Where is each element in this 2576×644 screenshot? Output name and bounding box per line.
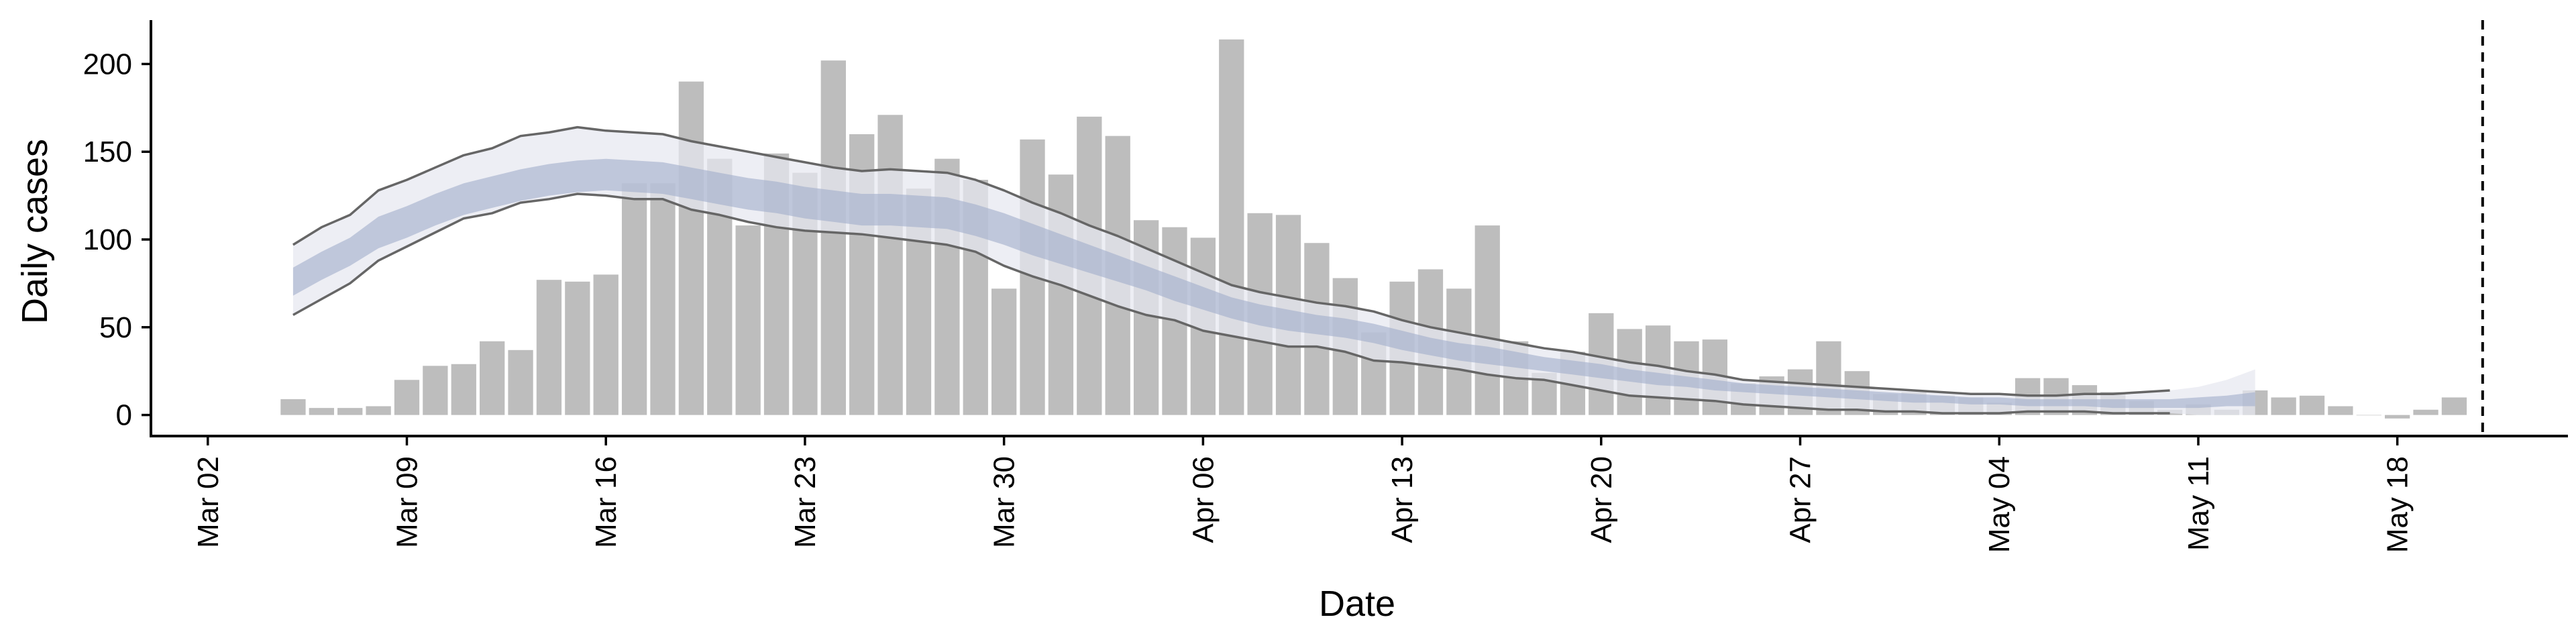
bar: [451, 364, 476, 415]
y-tick-label: 50: [99, 311, 132, 344]
x-tick-label: Mar 02: [192, 456, 225, 548]
bar: [1219, 39, 1244, 415]
bar: [877, 115, 903, 415]
projection-lines: [292, 125, 2170, 415]
y-tick-label: 150: [83, 136, 132, 168]
bar: [2299, 395, 2325, 415]
bar: [2413, 409, 2438, 415]
y-axis-title: Daily cases: [15, 139, 55, 324]
bar: [366, 406, 391, 415]
bar: [337, 408, 363, 415]
upper-bound-line: [292, 125, 2170, 397]
bar: [536, 280, 562, 415]
bar: [565, 281, 590, 415]
bar: [650, 183, 676, 415]
bar: [2385, 415, 2410, 419]
bar: [2441, 397, 2467, 415]
x-tick-label: Apr 27: [1784, 456, 1817, 543]
y-tick-label: 0: [116, 399, 132, 432]
x-tick-label: Apr 13: [1386, 456, 1419, 543]
inner-interval-band: [292, 158, 2255, 409]
bar: [280, 399, 306, 415]
bar: [2271, 397, 2296, 415]
bar: [678, 81, 704, 415]
bar: [394, 380, 420, 415]
x-tick-label: Mar 16: [590, 456, 623, 548]
x-tick-label: Mar 09: [391, 456, 424, 548]
bar: [621, 183, 647, 415]
bar: [735, 225, 761, 415]
x-axis-title: Date: [1319, 584, 1395, 624]
y-tick-label: 100: [83, 223, 132, 256]
bar: [480, 341, 505, 415]
bar: [991, 288, 1017, 415]
x-tick-label: May 18: [2381, 456, 2414, 553]
bar: [1474, 225, 1500, 415]
bar: [309, 408, 334, 415]
projection-band: [292, 127, 2255, 415]
lower-bound-line: [292, 193, 2170, 415]
bar: [423, 366, 448, 415]
x-tick-label: Mar 30: [988, 456, 1021, 548]
x-tick-label: Apr 06: [1187, 456, 1220, 543]
bar: [820, 60, 846, 415]
axes: 0 50 100 150 200 Mar 02 Mar 09 Mar 16 Mar 23 Mar …: [83, 20, 2568, 553]
bar: [508, 350, 533, 415]
x-tick-label: Apr 20: [1585, 456, 1618, 543]
bar: [593, 274, 619, 415]
y-tick-label: 200: [83, 48, 132, 80]
x-tick-label: Mar 23: [789, 456, 822, 548]
bar: [2356, 415, 2381, 416]
bar: [2328, 406, 2353, 415]
x-tick-label: May 04: [1983, 456, 2016, 553]
x-tick-label: May 11: [2182, 456, 2215, 551]
